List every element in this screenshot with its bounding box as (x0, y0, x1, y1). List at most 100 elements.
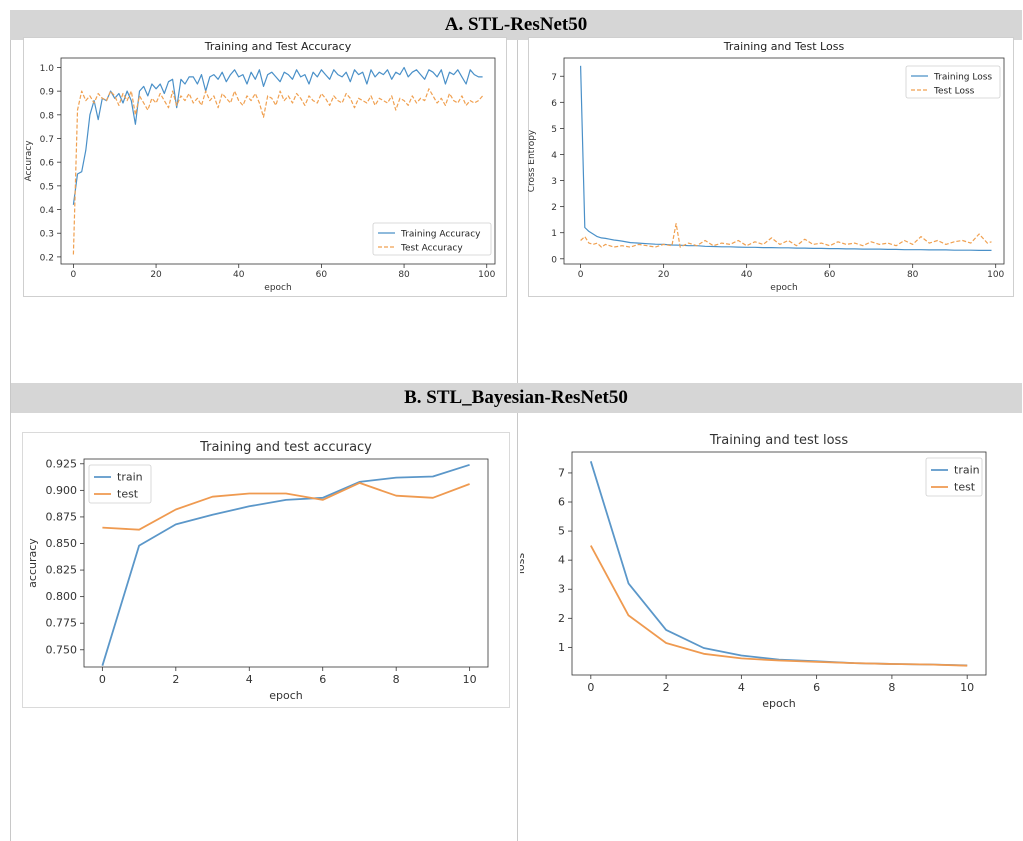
series-line-training-accuracy (72, 66, 483, 205)
y-tick-label: 1.0 (40, 64, 55, 74)
y-axis-label: Accuracy (24, 140, 34, 182)
figure-frame: A. STL-ResNet50 B. STL_Bayesian-ResNet50 (10, 10, 1022, 841)
y-tick-label: 5 (551, 125, 557, 135)
x-tick-label: 4 (246, 673, 253, 686)
series-line-test-accuracy (72, 88, 484, 255)
y-axis-label: accuracy (26, 538, 39, 588)
x-tick-label: 0 (587, 681, 594, 694)
x-tick-label: 100 (987, 270, 1004, 280)
legend-box (905, 65, 1001, 99)
x-tick-label: 2 (663, 681, 670, 694)
legend-label: test (954, 481, 976, 494)
legend-label: Training Loss (933, 73, 992, 83)
plot-area-frame (571, 451, 987, 676)
x-axis-label: epoch (762, 697, 796, 710)
y-tick-label: 0.9 (40, 88, 55, 98)
x-tick-label: 20 (658, 270, 670, 280)
legend-box (372, 222, 492, 256)
y-tick-label: 0.850 (46, 537, 78, 550)
y-axis-label: Cross Entropy (528, 129, 537, 192)
chart-training-test-accuracy-b: Training and test accuracy 0 2 4 6 8 10 0.750 0.… (26, 440, 489, 702)
x-axis-label: epoch (264, 283, 291, 293)
series-line-train (101, 463, 470, 666)
x-tick-label: 80 (398, 270, 410, 280)
y-tick-label: 5 (558, 525, 565, 538)
y-tick-label: 0.775 (46, 617, 78, 630)
x-tick-label: 0 (71, 270, 77, 280)
x-tick-label: 0 (578, 270, 584, 280)
legend-label: train (117, 471, 143, 484)
y-tick-label: 3 (558, 583, 565, 596)
x-tick-label: 60 (824, 270, 836, 280)
y-tick-label: 6 (558, 496, 565, 509)
series-line-test (102, 482, 470, 531)
series-line-train (589, 461, 968, 667)
y-tick-label: 1 (558, 641, 565, 654)
chart-title: Training and Test Accuracy (204, 40, 352, 53)
plot-area-frame (83, 458, 489, 668)
chart-training-test-loss-a: Training and Test Loss 0 20 40 60 80 100 0 1 2 3 4 5… (528, 40, 1005, 293)
y-tick-label: 0.7 (40, 135, 54, 145)
x-tick-label: 10 (960, 681, 974, 694)
y-tick-label: 0.5 (40, 182, 54, 192)
x-tick-label: 0 (99, 673, 106, 686)
chart-title: Training and test accuracy (199, 440, 372, 455)
y-axis-label: loss (520, 553, 527, 575)
y-tick-label: 0.4 (40, 206, 55, 216)
y-tick-label: 4 (551, 151, 557, 161)
x-tick-label: 10 (463, 673, 477, 686)
y-tick-label: 3 (551, 177, 557, 187)
chart-title: Training and Test Loss (723, 40, 845, 53)
divider-a (517, 40, 518, 383)
x-tick-label: 6 (813, 681, 820, 694)
chart-training-test-accuracy-a: Training and Test Accuracy 0 20 40 60 80 100 0.… (24, 40, 496, 293)
series-line-training-loss (580, 65, 992, 251)
legend-label: Test Accuracy (400, 244, 463, 254)
left-border (10, 40, 11, 841)
y-tick-label: 6 (551, 99, 557, 109)
y-tick-label: 2 (558, 612, 565, 625)
x-axis-label: epoch (269, 689, 303, 702)
y-tick-label: 0.925 (46, 457, 78, 470)
y-tick-label: 2 (551, 203, 557, 213)
y-tick-label: 0.900 (46, 484, 78, 497)
x-tick-label: 60 (316, 270, 328, 280)
legend-label: Test Loss (933, 87, 975, 97)
y-tick-label: 0.825 (46, 564, 78, 577)
y-tick-label: 0.3 (40, 230, 54, 240)
legend-label: train (954, 464, 980, 477)
section-b-header: B. STL_Bayesian-ResNet50 (10, 383, 1022, 413)
y-tick-label: 0.750 (46, 643, 78, 656)
x-axis-label: epoch (770, 283, 797, 293)
plot-area-frame (563, 57, 1005, 265)
divider-b (517, 413, 518, 841)
y-tick-label: 7 (558, 466, 565, 479)
y-tick-label: 0.8 (40, 111, 55, 121)
x-tick-label: 20 (150, 270, 162, 280)
legend-label: Training Accuracy (400, 230, 481, 240)
y-tick-label: 4 (558, 554, 565, 567)
y-tick-label: 0.6 (40, 159, 55, 169)
x-tick-label: 6 (319, 673, 326, 686)
legend-label: test (117, 488, 139, 501)
x-tick-label: 4 (738, 681, 745, 694)
x-tick-label: 40 (233, 270, 245, 280)
series-line-test-loss (580, 223, 992, 248)
x-tick-label: 100 (478, 270, 495, 280)
y-tick-label: 0 (551, 255, 557, 265)
series-line-test (590, 545, 968, 667)
y-tick-label: 0.2 (40, 253, 54, 263)
x-tick-label: 40 (741, 270, 753, 280)
y-tick-label: 0.800 (46, 590, 78, 603)
x-tick-label: 80 (907, 270, 919, 280)
y-tick-label: 1 (551, 229, 557, 239)
section-a-header: A. STL-ResNet50 (10, 10, 1022, 40)
y-tick-label: 0.875 (46, 510, 78, 523)
x-tick-label: 8 (393, 673, 400, 686)
x-tick-label: 2 (172, 673, 179, 686)
plot-area-frame (60, 57, 496, 265)
chart-title: Training and test loss (709, 433, 848, 448)
y-tick-label: 7 (551, 73, 557, 83)
x-tick-label: 8 (888, 681, 895, 694)
